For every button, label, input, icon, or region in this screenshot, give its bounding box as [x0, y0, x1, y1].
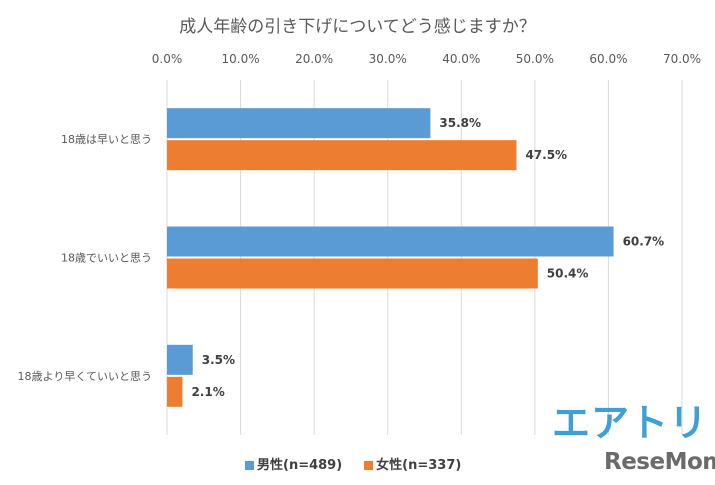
x-tick-label: 30.0%	[369, 52, 407, 66]
x-tick-label: 20.0%	[295, 52, 333, 66]
x-tick-label: 10.0%	[222, 52, 260, 66]
chart-title: 成人年齢の引き下げについてどう感じますか？	[179, 17, 536, 37]
bar	[167, 108, 431, 139]
bar	[167, 226, 614, 257]
bar	[167, 376, 183, 407]
data-label: 50.4%	[547, 267, 589, 281]
x-tick-label: 70.0%	[663, 52, 701, 66]
legend-label-male: 男性(n=489)	[257, 458, 343, 473]
bar	[167, 344, 193, 375]
resemom-logo: ReseMom.	[604, 449, 715, 475]
bar	[167, 140, 517, 171]
legend: 男性(n=489) 女性(n=337)	[245, 454, 461, 473]
category-label: 18歳より早くていいと思う	[18, 370, 152, 383]
data-label: 60.7%	[623, 235, 665, 249]
legend-label-female: 女性(n=337)	[376, 458, 462, 473]
category-label: 18歳でいいと思う	[61, 252, 152, 265]
x-tick-label: 0.0%	[152, 52, 183, 66]
x-tick-label: 40.0%	[442, 52, 480, 66]
category-label: 18歳は早いと思う	[61, 133, 152, 146]
x-tick-label: 60.0%	[589, 52, 627, 66]
data-label: 35.8%	[439, 116, 481, 130]
legend-swatch-male	[245, 461, 254, 470]
data-label: 2.1%	[191, 385, 224, 399]
data-label: 3.5%	[202, 353, 235, 367]
legend-item-male: 男性(n=489)	[245, 454, 342, 473]
legend-item-female: 女性(n=337)	[364, 454, 461, 473]
bar	[167, 258, 538, 289]
airtrip-logo: エアトリ	[552, 401, 709, 445]
legend-swatch-female	[364, 461, 374, 470]
x-tick-label: 50.0%	[516, 52, 554, 66]
data-label: 47.5%	[525, 148, 567, 162]
